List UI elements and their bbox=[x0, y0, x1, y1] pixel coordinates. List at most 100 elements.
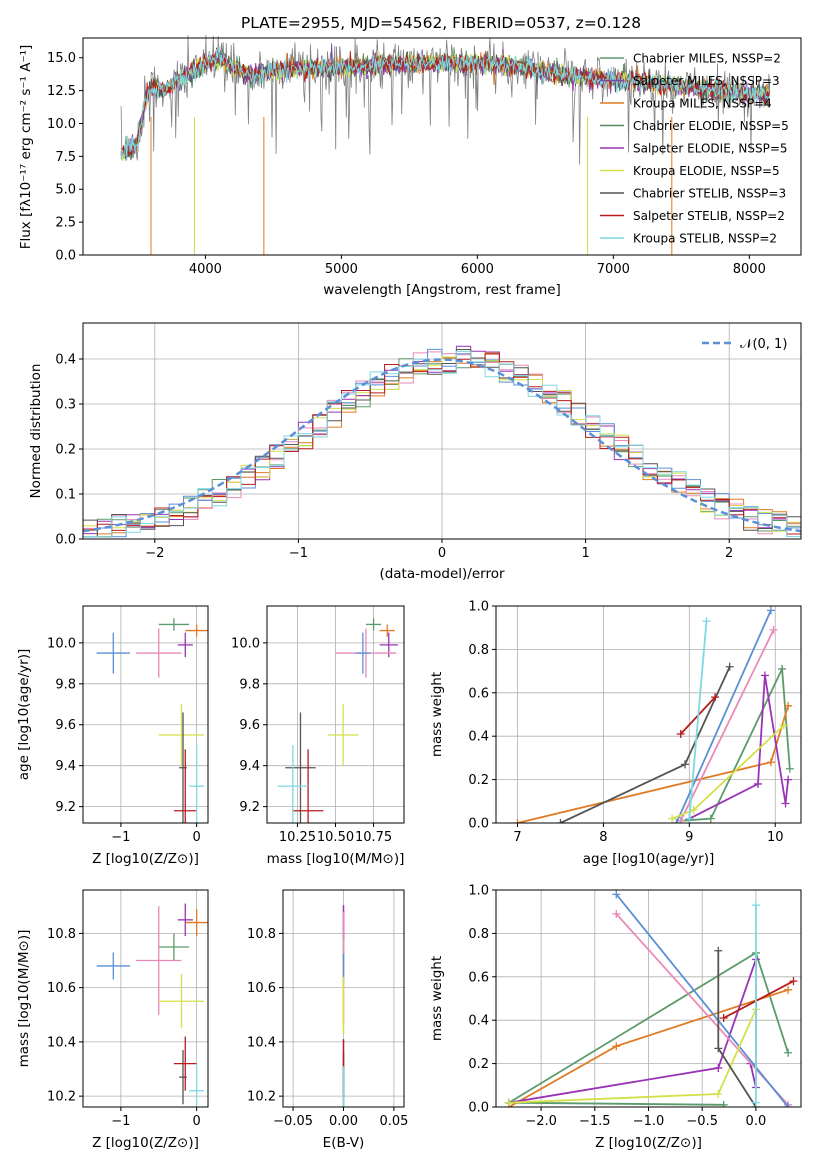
mass-z-xtick-label: 0 bbox=[192, 1114, 200, 1129]
spectrum-ytick-label: 2.5 bbox=[55, 216, 76, 231]
w-z-marks bbox=[504, 890, 798, 1107]
w-z-point bbox=[751, 901, 760, 910]
spectrum-panel: 4000 5000 6000 7000 8000 0.0 2.5 5.0 7.5 10.0 12.5… bbox=[18, 34, 802, 298]
mass-z-ytick-label: 10.4 bbox=[47, 1035, 76, 1050]
w-age-xtick-label: 7 bbox=[513, 830, 521, 845]
age-z-ylabel: age [log10(age/yr)] bbox=[16, 649, 32, 781]
w-age-line bbox=[688, 675, 789, 820]
histogram-series bbox=[82, 345, 802, 538]
normal-legend-label: 𝒩(0, 1) bbox=[740, 337, 787, 352]
spectrum-legend-label: Chabrier STELIB, NSSP=3 bbox=[633, 187, 786, 201]
mass-vs-ebv-panel: −0.05 0.00 0.05 10.2 10.4 10.6 10.8 E(B-V) bbox=[247, 889, 408, 1151]
mass-ebv-xlabel: E(B-V) bbox=[323, 1135, 365, 1151]
w-z-point bbox=[719, 1100, 728, 1107]
age-mass-xtick-label: 10.75 bbox=[355, 830, 392, 845]
w-age-line bbox=[517, 705, 789, 823]
histogram-ytick-label: 0.1 bbox=[55, 488, 76, 503]
spectrum-legend-label: Chabrier ELODIE, NSSP=5 bbox=[633, 119, 789, 133]
age-z-ytick-label: 9.6 bbox=[55, 718, 76, 733]
mass-z-ytick-label: 10.2 bbox=[47, 1090, 76, 1105]
spectrum-legend: Chabrier MILES, NSSP=2 Salpeter MILES, NS… bbox=[600, 52, 789, 246]
w-z-ytick-label: 0.6 bbox=[468, 970, 489, 985]
age-z-marks bbox=[96, 618, 208, 823]
w-age-ytick-label: 0.0 bbox=[468, 817, 489, 832]
w-age-ytick-label: 0.8 bbox=[468, 643, 489, 658]
spectrum-legend-label: Chabrier MILES, NSSP=2 bbox=[633, 52, 781, 66]
spectrum-xtick-label: 4000 bbox=[189, 262, 222, 277]
spectrum-legend-label: Salpeter ELODIE, NSSP=5 bbox=[633, 142, 788, 156]
w-z-point bbox=[714, 1089, 723, 1098]
histogram-xtick-label: 0 bbox=[438, 546, 446, 561]
normal-reference-curve bbox=[82, 358, 802, 533]
age-vs-metallicity-panel: −1 0 9.2 9.4 9.6 9.8 10.0 Z [log10(Z/Z⊙)] age [l… bbox=[16, 605, 209, 867]
w-z-point bbox=[789, 977, 798, 986]
w-z-point bbox=[784, 1103, 793, 1107]
mass-z-xtick-label: −1 bbox=[111, 1114, 130, 1129]
mass-ebv-ytick-label: 10.8 bbox=[247, 927, 276, 942]
mass-z-ytick-label: 10.6 bbox=[47, 981, 76, 996]
mass-ebv-ytick-label: 10.2 bbox=[247, 1090, 276, 1105]
mass-z-xlabel: Z [log10(Z/Z⊙)] bbox=[92, 1135, 199, 1151]
w-age-point bbox=[702, 617, 711, 626]
figure-title: PLATE=2955, MJD=54562, FIBERID=0537, z=0… bbox=[241, 14, 641, 32]
w-age-frame bbox=[495, 605, 802, 824]
w-z-xtick-label: −1.0 bbox=[633, 1114, 665, 1129]
mass-ebv-xtick-label: 0.05 bbox=[379, 1114, 408, 1129]
w-age-xtick-label: 10 bbox=[767, 830, 784, 845]
w-age-point bbox=[779, 721, 788, 730]
w-z-xlabel: Z [log10(Z/Z⊙)] bbox=[595, 1135, 702, 1151]
w-age-point bbox=[711, 693, 720, 702]
w-age-line bbox=[688, 621, 708, 819]
w-age-point bbox=[706, 814, 715, 823]
w-age-point bbox=[784, 701, 793, 710]
spectrum-xtick-label: 7000 bbox=[597, 262, 630, 277]
histogram-xtick-label: −2 bbox=[145, 546, 164, 561]
w-z-point bbox=[784, 985, 793, 994]
w-age-point bbox=[676, 730, 685, 739]
age-z-frame bbox=[82, 605, 209, 824]
histogram-ylabel: Normed distribution bbox=[28, 364, 44, 499]
w-z-ytick-label: 0.2 bbox=[468, 1057, 489, 1072]
spectrum-xlabel: wavelength [Angstrom, rest frame] bbox=[323, 282, 561, 298]
w-z-line bbox=[505, 951, 789, 1106]
histogram-xtick-label: −1 bbox=[289, 546, 308, 561]
spectrum-ylabel: Flux [fλ10⁻¹⁷ erg cm⁻² s⁻¹ A⁻¹] bbox=[18, 45, 34, 250]
spectrum-ytick-label: 12.5 bbox=[47, 84, 76, 99]
w-age-point bbox=[556, 819, 565, 823]
spectrum-ytick-label: 7.5 bbox=[55, 150, 76, 165]
age-z-xlabel: Z [log10(Z/Z⊙)] bbox=[92, 851, 199, 867]
histogram-ytick-label: 0.0 bbox=[55, 533, 76, 548]
w-age-point bbox=[778, 664, 787, 673]
spectrum-ytick-label: 10.0 bbox=[47, 117, 76, 132]
mass-z-frame bbox=[82, 889, 209, 1108]
age-mass-ytick-label: 10.0 bbox=[231, 636, 260, 651]
histogram-xtick-label: 1 bbox=[581, 546, 589, 561]
mass-vs-metallicity-panel: −1 0 10.2 10.4 10.6 10.8 Z [log10(Z/Z⊙)] mass [… bbox=[16, 889, 209, 1151]
w-z-point bbox=[612, 1042, 621, 1051]
w-z-line bbox=[723, 980, 794, 1019]
w-z-point bbox=[784, 1048, 793, 1057]
w-z-xtick-label: −1.5 bbox=[579, 1114, 611, 1129]
w-z-ytick-label: 0.8 bbox=[468, 927, 489, 942]
w-z-point bbox=[751, 1098, 760, 1107]
w-z-line bbox=[615, 913, 789, 1106]
spectrum-legend-label: Kroupa MILES, NSSP=4 bbox=[633, 97, 772, 111]
spectrum-series bbox=[120, 34, 771, 255]
spectrum-ticks: 4000 5000 6000 7000 8000 0.0 2.5 5.0 7.5 10.0 12.5… bbox=[47, 51, 766, 277]
w-z-ylabel: mass weight bbox=[429, 956, 445, 1041]
age-mass-ytick-label: 9.4 bbox=[239, 759, 260, 774]
histogram-xlabel: (data-model)/error bbox=[379, 566, 505, 582]
mass-z-ylabel: mass [log10(M/M⊙)] bbox=[16, 930, 32, 1068]
w-z-line bbox=[615, 893, 789, 1107]
age-mass-xlabel: mass [log10(M/M⊙)] bbox=[267, 851, 405, 867]
histogram-xtick-label: 2 bbox=[725, 546, 733, 561]
w-age-ytick-label: 0.4 bbox=[468, 730, 489, 745]
w-age-point bbox=[781, 799, 790, 808]
histogram-step-5 bbox=[83, 350, 801, 538]
w-z-ytick-label: 0.4 bbox=[468, 1014, 489, 1029]
spectrum-legend-label: Kroupa ELODIE, NSSP=5 bbox=[633, 164, 780, 178]
spectrum-ytick-label: 15.0 bbox=[47, 51, 76, 66]
spectrum-xtick-label: 5000 bbox=[325, 262, 358, 277]
age-z-xtick-label: −1 bbox=[111, 830, 130, 845]
w-z-point bbox=[612, 909, 621, 918]
